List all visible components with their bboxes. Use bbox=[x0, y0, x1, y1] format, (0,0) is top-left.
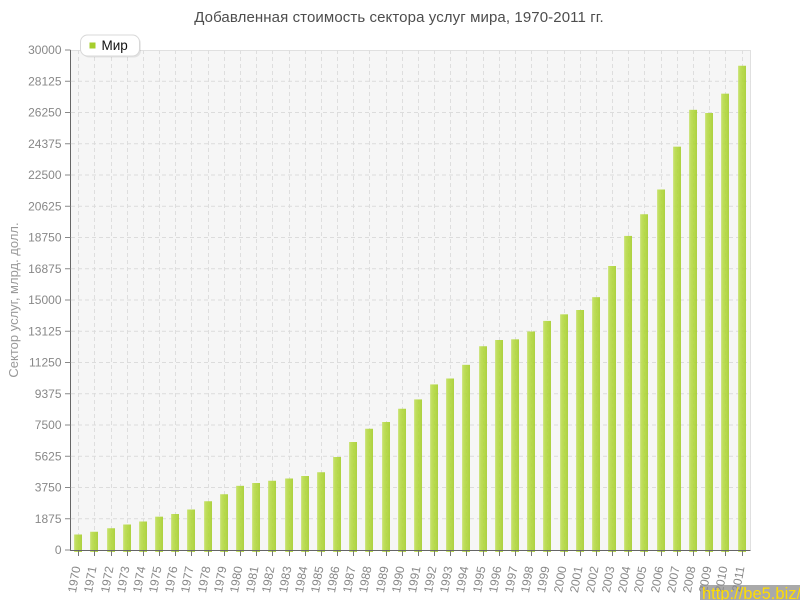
svg-text:2003: 2003 bbox=[599, 565, 617, 594]
svg-text:1982: 1982 bbox=[259, 565, 277, 594]
svg-text:1995: 1995 bbox=[470, 565, 488, 594]
svg-text:3750: 3750 bbox=[35, 481, 62, 495]
svg-text:22500: 22500 bbox=[28, 168, 62, 182]
svg-text:1983: 1983 bbox=[276, 565, 294, 594]
svg-text:15000: 15000 bbox=[28, 293, 62, 307]
svg-text:2010: 2010 bbox=[712, 565, 730, 594]
svg-text:1999: 1999 bbox=[534, 565, 552, 594]
svg-text:28125: 28125 bbox=[28, 74, 62, 88]
svg-text:1984: 1984 bbox=[292, 565, 310, 594]
svg-text:1977: 1977 bbox=[178, 565, 196, 594]
svg-text:1970: 1970 bbox=[65, 565, 83, 594]
svg-text:1987: 1987 bbox=[340, 565, 358, 594]
svg-text:0: 0 bbox=[55, 543, 62, 557]
svg-text:1986: 1986 bbox=[324, 565, 342, 594]
svg-text:2002: 2002 bbox=[583, 565, 601, 594]
svg-text:1991: 1991 bbox=[405, 565, 423, 594]
svg-text:1875: 1875 bbox=[35, 512, 62, 526]
svg-text:9375: 9375 bbox=[35, 387, 62, 401]
svg-text:1973: 1973 bbox=[114, 565, 132, 594]
svg-text:20625: 20625 bbox=[28, 199, 62, 213]
svg-text:2000: 2000 bbox=[551, 565, 569, 594]
svg-text:7500: 7500 bbox=[35, 418, 62, 432]
svg-text:2005: 2005 bbox=[631, 565, 649, 594]
svg-text:18750: 18750 bbox=[28, 231, 62, 245]
svg-text:1974: 1974 bbox=[130, 565, 148, 594]
svg-text:1975: 1975 bbox=[146, 565, 164, 594]
svg-text:1976: 1976 bbox=[162, 565, 180, 594]
svg-text:2006: 2006 bbox=[648, 565, 666, 594]
svg-text:16875: 16875 bbox=[28, 262, 62, 276]
svg-text:2008: 2008 bbox=[680, 565, 698, 594]
svg-text:2004: 2004 bbox=[615, 565, 633, 594]
svg-text:13125: 13125 bbox=[28, 324, 62, 338]
svg-text:1972: 1972 bbox=[98, 565, 116, 594]
svg-text:1971: 1971 bbox=[81, 565, 99, 594]
svg-text:1994: 1994 bbox=[453, 565, 471, 594]
svg-text:http://be5.biz/: http://be5.biz/ bbox=[702, 585, 800, 600]
svg-text:1998: 1998 bbox=[518, 565, 536, 594]
svg-text:Добавленная стоимость сектора: Добавленная стоимость сектора услуг мира… bbox=[194, 9, 604, 26]
svg-text:1979: 1979 bbox=[211, 565, 229, 594]
svg-text:1990: 1990 bbox=[389, 565, 407, 594]
svg-text:2009: 2009 bbox=[696, 565, 714, 594]
svg-text:1997: 1997 bbox=[502, 565, 520, 594]
svg-text:Мир: Мир bbox=[102, 38, 128, 53]
svg-text:1988: 1988 bbox=[356, 565, 374, 594]
svg-text:1989: 1989 bbox=[373, 565, 391, 594]
svg-text:2007: 2007 bbox=[664, 565, 682, 594]
svg-text:1981: 1981 bbox=[243, 565, 261, 594]
svg-text:2011: 2011 bbox=[729, 565, 747, 593]
svg-text:1996: 1996 bbox=[486, 565, 504, 594]
svg-text:2001: 2001 bbox=[567, 565, 585, 594]
svg-text:26250: 26250 bbox=[28, 106, 62, 120]
svg-text:1978: 1978 bbox=[195, 565, 213, 594]
svg-text:1980: 1980 bbox=[227, 565, 245, 594]
svg-text:Сектор услуг, млрд. долл.: Сектор услуг, млрд. долл. bbox=[6, 222, 21, 377]
svg-text:1993: 1993 bbox=[437, 565, 455, 594]
svg-text:1992: 1992 bbox=[421, 565, 439, 594]
svg-text:1985: 1985 bbox=[308, 565, 326, 594]
svg-text:5625: 5625 bbox=[35, 449, 62, 463]
svg-text:11250: 11250 bbox=[29, 356, 62, 370]
svg-text:30000: 30000 bbox=[28, 43, 62, 57]
svg-text:24375: 24375 bbox=[28, 137, 62, 151]
